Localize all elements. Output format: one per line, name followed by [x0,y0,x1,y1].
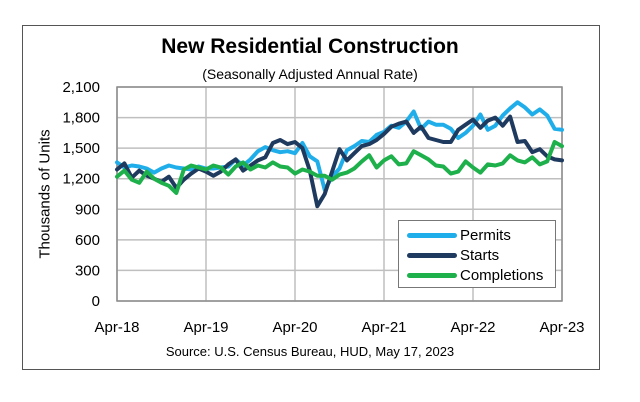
legend-swatch-permits [407,232,457,238]
series-line-permits [115,100,564,192]
legend-item-completions: Completions [407,264,543,286]
legend-item-starts: Starts [407,244,499,266]
y-tick-label: 2,100 [62,79,100,96]
chart-subtitle: (Seasonally Adjusted Annual Rate) [202,66,418,82]
series-lines [115,100,564,209]
y-tick-label: 0 [92,293,100,310]
legend: Permits Starts Completions [398,220,556,288]
legend-swatch-completions [407,272,457,278]
x-tick-label: Apr-18 [94,319,139,336]
chart-title: New Residential Construction [161,35,459,58]
y-tick-label: 1,500 [62,140,100,157]
y-tick-label: 1,200 [62,171,100,188]
y-tick-label: 300 [75,262,100,279]
legend-label-completions: Completions [460,266,544,284]
y-tick-label: 1,800 [62,110,100,127]
series-line-starts [115,114,564,209]
chart-frame [22,25,600,370]
legend-swatch-starts [407,252,457,258]
series-line-completions [115,140,564,195]
x-tick-label: Apr-21 [361,319,406,336]
y-tick-label: 900 [75,201,100,218]
x-tick-label: Apr-20 [272,319,317,336]
x-tick-labels: Apr-18 Apr-19 Apr-20 Apr-21 Apr-22 Apr-23 [94,319,584,336]
legend-item-permits: Permits [407,224,511,246]
x-tick-label: Apr-23 [539,319,584,336]
y-tick-labels: 0 300 600 900 1,200 1,500 1,800 2,100 [62,79,100,310]
plot-border [116,86,563,302]
x-tick-label: Apr-19 [183,319,228,336]
x-tick-label: Apr-22 [450,319,495,336]
chart-source: Source: U.S. Census Bureau, HUD, May 17,… [165,344,455,359]
legend-label-starts: Starts [460,246,500,264]
y-tick-label: 600 [75,232,100,249]
legend-label-permits: Permits [460,226,511,244]
